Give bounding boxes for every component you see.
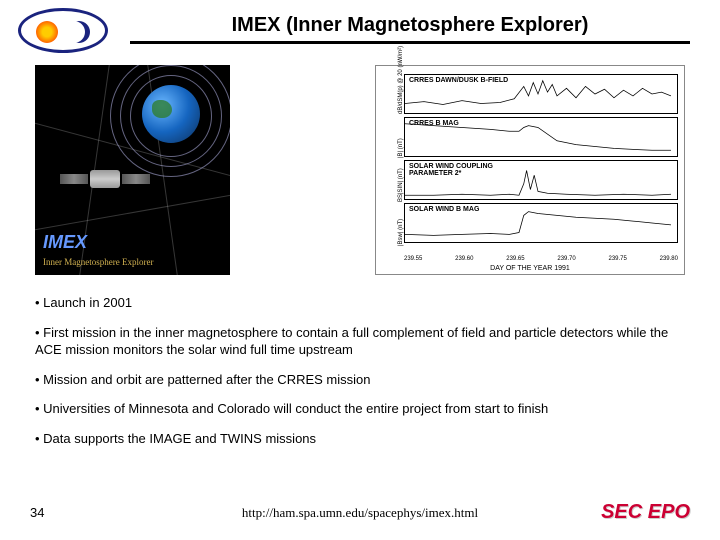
- chart-label-2: SOLAR WIND COUPLING PARAMETER 2*: [409, 163, 493, 177]
- satellite-icon: [90, 170, 120, 188]
- chart-panel-1: CRRES B MAG: [404, 117, 678, 157]
- x-axis-label: DAY OF THE YEAR 1991: [376, 265, 684, 272]
- footer: 34 http://ham.spa.umn.edu/spacephys/imex…: [0, 501, 720, 524]
- image-row: IMEX Inner Magnetosphere Explorer dB/dSM…: [35, 65, 685, 275]
- brand-label: SEC EPO: [601, 501, 690, 524]
- bullet-item: • Launch in 2001: [35, 294, 685, 312]
- earth-icon: [142, 85, 200, 143]
- bullet-text: Launch in 2001: [43, 295, 132, 310]
- title-bar: IMEX (Inner Magnetosphere Explorer): [130, 14, 690, 44]
- xtick: 239.65: [506, 256, 524, 262]
- x-axis-ticks: 239.55 239.60 239.65 239.70 239.75 239.8…: [404, 256, 678, 262]
- bullet-text: First mission in the inner magnetosphere…: [35, 325, 668, 358]
- imex-logo-subtitle: Inner Magnetosphere Explorer: [43, 257, 153, 267]
- bullet-item: • Data supports the IMAGE and TWINS miss…: [35, 430, 685, 448]
- bullet-text: Data supports the IMAGE and TWINS missio…: [43, 431, 316, 446]
- xtick: 239.70: [557, 256, 575, 262]
- bullet-item: • Universities of Minnesota and Colorado…: [35, 400, 685, 418]
- bullet-item: • First mission in the inner magnetosphe…: [35, 324, 685, 359]
- chart-label-1: CRRES B MAG: [409, 120, 459, 127]
- org-logo: [18, 8, 108, 53]
- chart-panel-3: SOLAR WIND B MAG: [404, 203, 678, 243]
- mission-illustration: IMEX Inner Magnetosphere Explorer: [35, 65, 230, 275]
- bullet-text: Mission and orbit are patterned after th…: [43, 372, 370, 387]
- chart-panel-2: SOLAR WIND COUPLING PARAMETER 2*: [404, 160, 678, 200]
- imex-logo-text: IMEX: [43, 232, 87, 253]
- bullet-list: • Launch in 2001 • First mission in the …: [35, 294, 685, 459]
- xtick: 239.80: [660, 256, 678, 262]
- bullet-text: Universities of Minnesota and Colorado w…: [43, 401, 548, 416]
- bullet-item: • Mission and orbit are patterned after …: [35, 371, 685, 389]
- chart-label-0: CRRES DAWN/DUSK B-FIELD: [409, 77, 508, 84]
- chart-panel-0: CRRES DAWN/DUSK B-FIELD: [404, 74, 678, 114]
- footer-url: http://ham.spa.umn.edu/spacephys/imex.ht…: [242, 505, 478, 521]
- xtick: 239.60: [455, 256, 473, 262]
- slide-number: 34: [30, 505, 44, 520]
- xtick: 239.75: [609, 256, 627, 262]
- chart-label-3: SOLAR WIND B MAG: [409, 206, 479, 213]
- page-title: IMEX (Inner Magnetosphere Explorer): [232, 14, 589, 36]
- xtick: 239.55: [404, 256, 422, 262]
- data-plot: dB/dSM(p) @ 20 (nW/m²) |B| (nT) BS|SIN| …: [375, 65, 685, 275]
